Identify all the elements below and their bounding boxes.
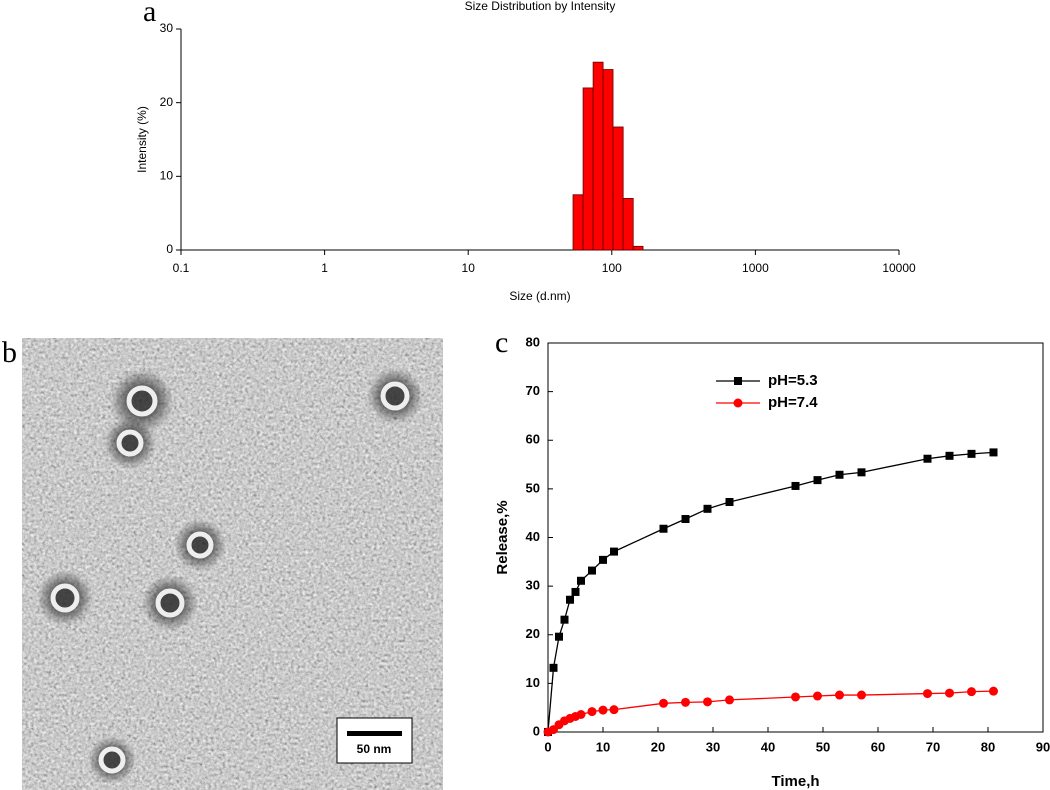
x-tick-label: 80 <box>981 739 995 754</box>
marker <box>610 547 618 556</box>
scale-bar-box <box>336 717 413 764</box>
y-tick-label: 0 <box>166 242 173 256</box>
marker <box>560 615 569 624</box>
bar <box>632 245 644 251</box>
marker <box>571 587 580 596</box>
legend-label: pH=5.3 <box>768 372 818 389</box>
marker <box>725 498 734 507</box>
y-tick-label: 60 <box>526 432 540 447</box>
marker <box>599 555 607 564</box>
x-axis-label: Time,h <box>771 773 819 790</box>
x-tick-label: 50 <box>816 739 830 754</box>
y-tick-label: 20 <box>160 95 174 109</box>
bar <box>592 61 604 251</box>
y-tick-label: 10 <box>526 675 540 690</box>
marker <box>725 695 734 705</box>
y-tick-label: 50 <box>526 480 540 495</box>
x-tick-label: 0.1 <box>173 261 190 275</box>
x-tick-label: 0 <box>544 739 551 754</box>
x-tick-label: 90 <box>1036 739 1050 754</box>
image-texture <box>22 338 443 790</box>
marker <box>598 705 608 715</box>
bar <box>572 194 584 251</box>
x-tick-label: 10000 <box>882 261 916 275</box>
scale-bar <box>347 731 402 736</box>
y-tick-label: 20 <box>526 626 540 641</box>
marker <box>588 566 596 575</box>
marker <box>566 595 574 604</box>
marker <box>659 524 668 533</box>
marker <box>549 663 558 672</box>
marker <box>681 697 690 707</box>
marker <box>967 449 976 458</box>
bar <box>582 87 594 251</box>
marker <box>835 690 844 700</box>
marker <box>857 468 866 477</box>
marker <box>967 687 976 697</box>
y-tick-label: 10 <box>160 169 174 183</box>
marker <box>945 688 954 698</box>
legend-label: pH=7.4 <box>768 394 818 411</box>
x-tick-label: 20 <box>651 739 665 754</box>
x-tick-label: 1 <box>321 261 328 275</box>
scale-bar-label: 50 nm <box>357 742 392 756</box>
x-tick-label: 60 <box>871 739 885 754</box>
marker <box>989 686 998 696</box>
panel-label: c <box>495 326 508 359</box>
marker <box>857 690 866 700</box>
tem-image: 50 nm <box>22 338 443 790</box>
legend-marker <box>733 398 743 408</box>
marker <box>791 692 800 702</box>
x-tick-label: 70 <box>926 739 940 754</box>
particles <box>37 368 423 784</box>
y-tick-label: 30 <box>526 578 540 593</box>
marker <box>835 470 844 479</box>
marker <box>813 476 822 485</box>
marker <box>555 632 563 641</box>
x-tick-label: 40 <box>761 739 775 754</box>
marker <box>587 707 597 717</box>
marker <box>659 698 668 708</box>
marker <box>576 709 586 719</box>
marker <box>703 697 712 707</box>
panel-label: a <box>143 0 156 28</box>
x-tick-label: 30 <box>706 739 720 754</box>
marker <box>923 689 932 699</box>
bar <box>622 198 634 251</box>
y-axis-label: Release,% <box>494 500 511 574</box>
x-tick-label: 10 <box>596 739 610 754</box>
marker <box>923 454 932 463</box>
x-axis-label: Size (d.nm) <box>509 289 570 303</box>
x-tick-label: 1000 <box>742 261 769 275</box>
marker <box>813 691 822 701</box>
y-tick-label: 0 <box>533 723 540 738</box>
y-tick-label: 40 <box>526 529 540 544</box>
y-tick-label: 80 <box>526 334 540 349</box>
y-axis-label: Intensity (%) <box>135 106 149 173</box>
plot-frame <box>547 342 1044 733</box>
marker <box>609 705 619 715</box>
panel-label: b <box>2 336 17 369</box>
marker <box>945 451 954 460</box>
marker <box>703 504 712 513</box>
x-tick-label: 10 <box>462 261 476 275</box>
x-tick-label: 100 <box>602 261 622 275</box>
marker <box>791 481 800 490</box>
chart-title: Size Distribution by Intensity <box>465 0 616 13</box>
marker <box>681 515 690 524</box>
marker <box>989 448 998 457</box>
bar <box>602 69 614 251</box>
y-tick-label: 30 <box>160 21 174 35</box>
bar <box>612 126 624 251</box>
marker <box>577 576 585 585</box>
series-line <box>547 451 994 733</box>
legend-marker <box>734 377 742 385</box>
y-tick-label: 70 <box>526 383 540 398</box>
